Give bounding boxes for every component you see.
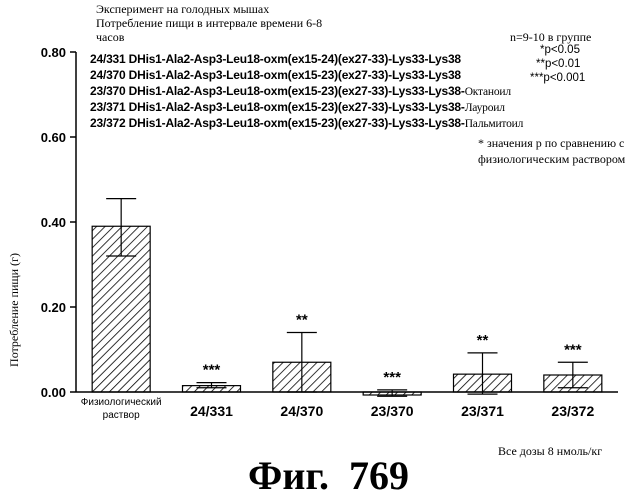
- significance-marker: ***: [564, 341, 582, 358]
- x-tick-label: 23/371: [461, 403, 504, 419]
- significance-marker: **: [296, 312, 308, 329]
- y-tick-label: 0.00: [41, 385, 66, 400]
- dose-note: Все дозы 8 нмоль/кг: [498, 444, 602, 459]
- y-axis-title: Потребление пищи (г): [7, 253, 21, 367]
- x-tick-label: 23/372: [551, 403, 594, 419]
- figure-label: Фиг. 769: [248, 452, 409, 499]
- y-axis-ticks: 0.00 0.20 0.40 0.60 0.80: [41, 45, 76, 400]
- y-tick-label: 0.20: [41, 300, 66, 315]
- significance-marker: **: [477, 332, 489, 349]
- x-tick-label: 24/331: [190, 403, 233, 419]
- x-tick-label: Физиологический: [81, 397, 162, 408]
- y-tick-label: 0.40: [41, 215, 66, 230]
- x-tick-label: 23/370: [371, 403, 414, 419]
- significance-marker: ***: [383, 369, 401, 386]
- significance-marker: ***: [203, 362, 221, 379]
- x-tick-label: 24/370: [280, 403, 323, 419]
- x-tick-label: раствор: [103, 410, 140, 421]
- bars: Физиологический раствор *** 24/331 ** 24/370 *…: [81, 199, 602, 421]
- y-tick-label: 0.60: [41, 130, 66, 145]
- y-tick-label: 0.80: [41, 45, 66, 60]
